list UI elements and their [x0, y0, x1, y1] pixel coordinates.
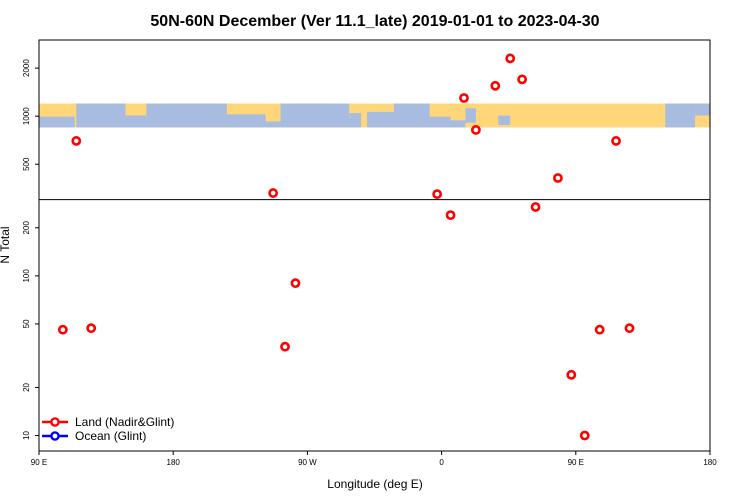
world-map-strip	[39, 103, 710, 128]
map-ocean-area	[695, 103, 710, 116]
x-tick-label: 90 E	[31, 458, 47, 467]
legend-label: Land (Nadir&Glint)	[75, 415, 174, 429]
map-ocean-area	[349, 113, 362, 128]
data-point	[530, 202, 541, 212]
legend-marker	[50, 431, 60, 441]
data-point	[86, 323, 97, 334]
map-ocean-area	[280, 103, 350, 128]
x-tick-label: 90 E	[568, 458, 584, 467]
x-tick-label: 0	[439, 458, 444, 467]
x-tick-label: 180	[167, 458, 181, 467]
y-tick-label: 100	[22, 269, 31, 283]
map-ocean-area	[665, 103, 696, 128]
data-points	[57, 53, 635, 441]
data-point	[470, 125, 481, 135]
map-ocean-area	[498, 115, 511, 126]
x-axis-title: Longitude (deg E)	[327, 477, 422, 491]
y-tick-label: 2000	[22, 59, 31, 77]
map-ocean-area	[367, 111, 394, 128]
y-tick-label: 50	[22, 319, 31, 328]
y-axis: 10 20 50 100 200 500 1000 2000	[22, 59, 39, 440]
map-ocean-area	[39, 116, 75, 128]
y-tick-label: 200	[22, 221, 31, 235]
data-point	[459, 93, 469, 103]
map-ocean-area	[429, 116, 451, 128]
data-point	[611, 136, 621, 146]
x-tick-label: 90 W	[298, 458, 317, 467]
data-point	[490, 80, 501, 91]
plot-frame	[38, 39, 711, 452]
legend: Land (Nadir&Glint)Ocean (Glint)	[42, 415, 174, 443]
data-point	[432, 189, 443, 200]
data-point	[445, 210, 456, 221]
legend-label: Ocean (Glint)	[75, 429, 146, 443]
map-ocean-area	[465, 108, 476, 123]
map-ocean-area	[265, 121, 281, 128]
data-point	[594, 324, 605, 335]
y-tick-label: 1000	[22, 107, 31, 125]
data-point	[71, 136, 82, 146]
data-point	[57, 324, 68, 335]
data-point	[268, 188, 279, 198]
y-tick-label: 500	[22, 157, 31, 171]
map-ocean-area	[125, 115, 147, 128]
map-ocean-area	[76, 103, 126, 128]
data-point	[280, 341, 290, 352]
map-ocean-area	[226, 114, 266, 128]
map-ocean-area	[146, 103, 227, 128]
data-point	[505, 53, 516, 64]
x-tick-label: 180	[703, 458, 717, 467]
data-point	[553, 173, 563, 183]
data-point	[517, 74, 528, 85]
y-axis-title: N Total	[0, 226, 12, 263]
y-tick-label: 10	[22, 431, 31, 440]
map-ocean-area	[393, 103, 430, 128]
data-point	[566, 369, 577, 380]
map-ocean-area	[450, 120, 466, 128]
data-point	[624, 323, 635, 334]
legend-marker	[50, 417, 60, 427]
chart-title: 50N-60N December (Ver 11.1_late) 2019-01…	[150, 13, 599, 30]
y-tick-label: 20	[22, 382, 31, 391]
data-point	[579, 430, 590, 441]
x-axis: 90 E 180 90 W 0 90 E 180	[31, 451, 717, 467]
data-point	[290, 278, 301, 289]
